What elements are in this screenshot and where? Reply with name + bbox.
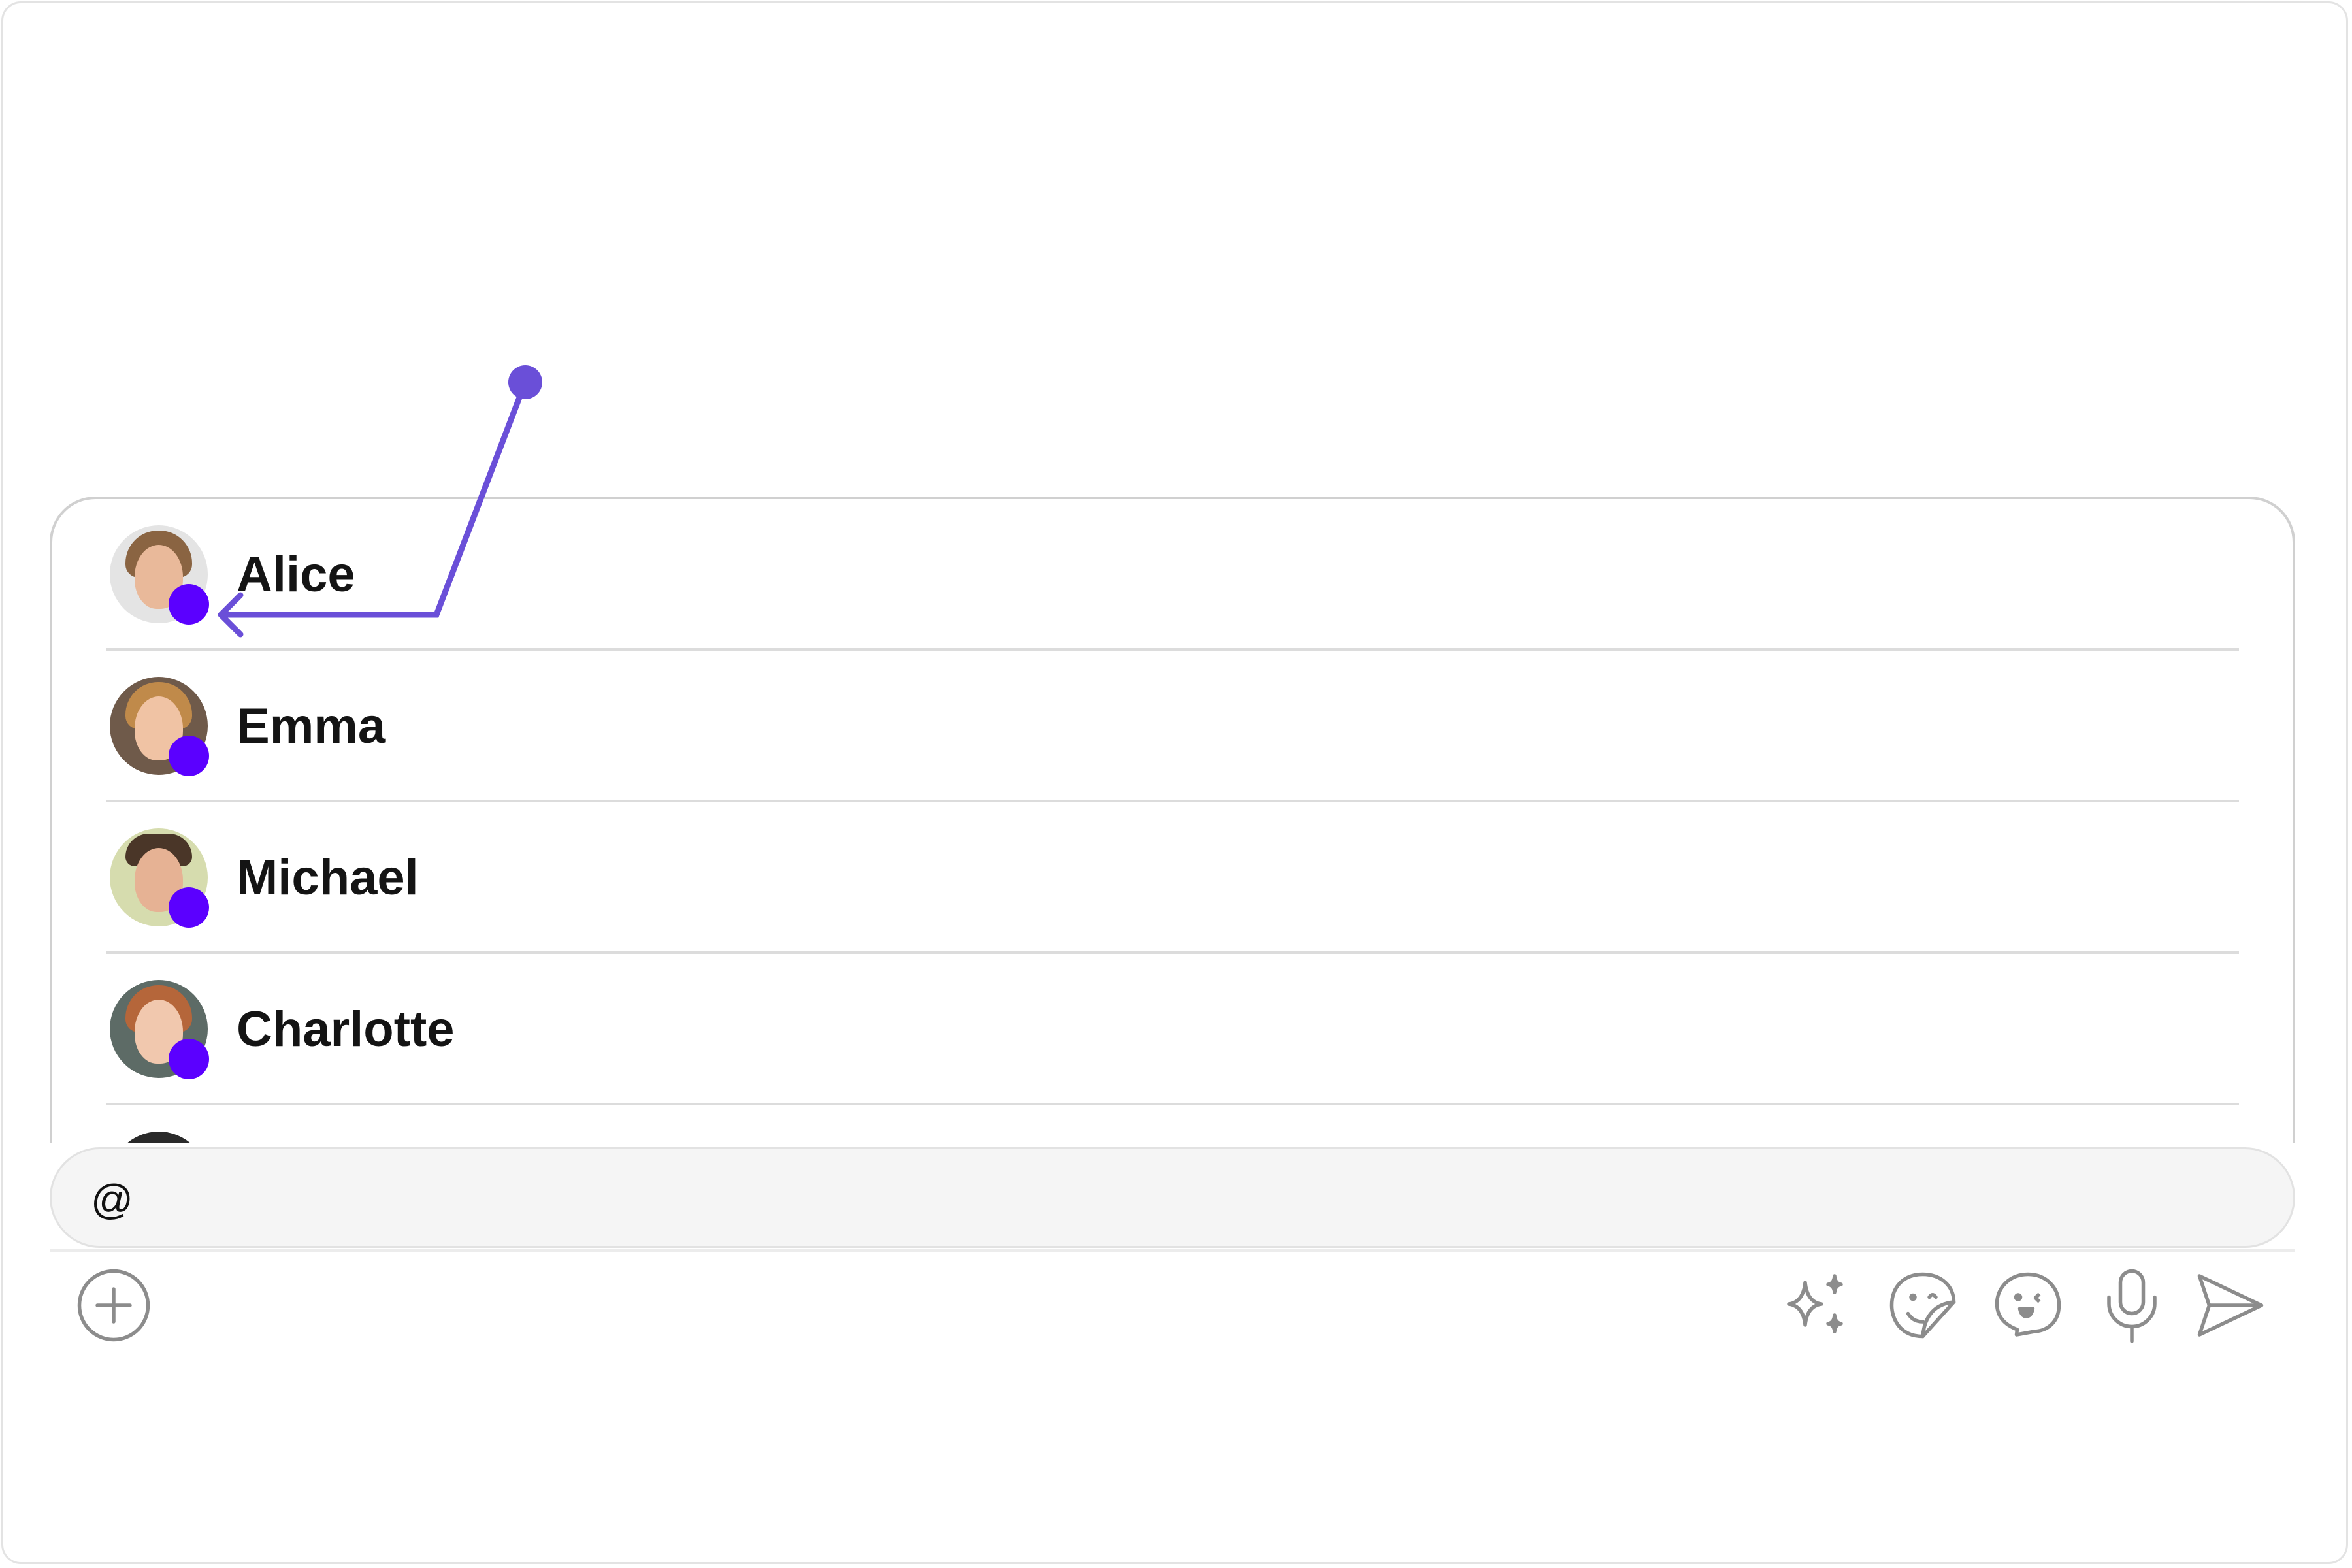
- divider: [106, 800, 2239, 802]
- sticker-icon[interactable]: [1884, 1266, 1962, 1345]
- message-input[interactable]: @: [50, 1147, 2295, 1248]
- divider: [106, 648, 2239, 651]
- avatar: [110, 1132, 208, 1143]
- online-status-dot: [169, 736, 209, 776]
- mention-name: Alice: [237, 547, 355, 602]
- send-icon[interactable]: [2191, 1266, 2270, 1345]
- message-input-value: @: [91, 1176, 133, 1223]
- mention-name: Charlotte: [237, 1002, 455, 1057]
- mention-name: Michael: [237, 850, 419, 906]
- microphone-icon[interactable]: [2093, 1266, 2171, 1345]
- emoji-chat-icon[interactable]: [1989, 1266, 2067, 1345]
- mention-name: Emma: [237, 698, 386, 754]
- online-status-dot: [169, 1039, 209, 1079]
- mention-item-emma[interactable]: Emma: [52, 651, 2293, 802]
- sparkles-icon[interactable]: [1779, 1266, 1857, 1345]
- mention-item-partial[interactable]: [52, 1105, 2293, 1143]
- mention-item-alice[interactable]: Alice: [52, 499, 2293, 651]
- online-status-dot: [169, 584, 209, 625]
- divider: [50, 1249, 2295, 1252]
- mention-suggestion-list: Alice Emma Michael Charlotte: [50, 497, 2295, 1143]
- divider: [106, 1103, 2239, 1105]
- mention-item-charlotte[interactable]: Charlotte: [52, 954, 2293, 1105]
- divider: [106, 951, 2239, 954]
- plus-circle-icon[interactable]: [74, 1266, 153, 1345]
- mention-item-michael[interactable]: Michael: [52, 802, 2293, 954]
- online-status-dot: [169, 887, 209, 928]
